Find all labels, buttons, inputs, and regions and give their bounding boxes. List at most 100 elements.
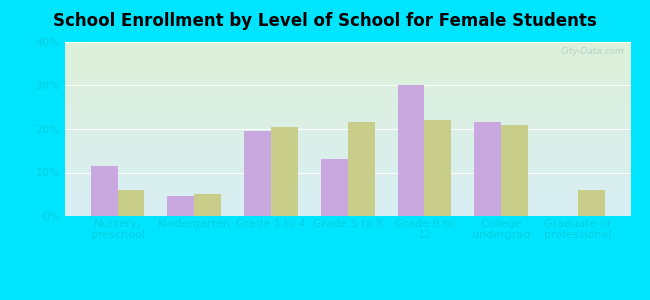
Bar [65,159,630,160]
Bar [65,204,630,206]
Bar [65,70,630,72]
Bar [65,164,630,166]
Bar [65,192,630,194]
Bar [65,138,630,140]
Bar [65,141,630,143]
Bar [474,122,501,216]
Bar [501,124,528,216]
Bar [398,85,424,216]
Bar [65,118,630,120]
Bar [65,98,630,99]
Bar [65,56,630,58]
Bar [65,66,630,68]
Bar [65,79,630,80]
Bar [65,73,630,75]
Bar [65,58,630,59]
Bar [65,176,630,178]
Bar [65,179,630,181]
Bar [65,82,630,84]
Bar [65,80,630,82]
Bar [194,194,221,216]
Bar [65,94,630,96]
Bar [244,131,271,216]
Bar [65,77,630,79]
Text: City-Data.com: City-Data.com [561,47,625,56]
Bar [65,115,630,117]
Bar [65,75,630,77]
Bar [168,196,194,216]
Bar [65,103,630,105]
Bar [65,162,630,164]
Bar [65,211,630,212]
Text: School Enrollment by Level of School for Female Students: School Enrollment by Level of School for… [53,12,597,30]
Bar [65,153,630,155]
Bar [65,47,630,49]
Bar [65,122,630,124]
Bar [65,113,630,115]
Bar [424,120,451,216]
Bar [65,61,630,63]
Bar [65,42,630,44]
Bar [65,49,630,51]
Bar [65,143,630,145]
Bar [65,106,630,108]
Bar [65,167,630,169]
Bar [65,108,630,110]
Bar [65,166,630,167]
Bar [65,152,630,153]
Bar [65,155,630,157]
Bar [65,112,630,113]
Bar [65,199,630,200]
Bar [65,51,630,52]
Bar [65,171,630,172]
Bar [65,44,630,46]
Bar [65,133,630,134]
Bar [271,127,298,216]
Bar [65,72,630,73]
Bar [65,87,630,89]
Bar [65,85,630,87]
Bar [65,202,630,204]
Bar [65,63,630,64]
Bar [65,125,630,127]
Bar [65,124,630,125]
Bar [65,140,630,141]
Bar [65,178,630,179]
Bar [65,99,630,101]
Bar [65,131,630,133]
Bar [65,146,630,148]
Bar [91,166,118,216]
Bar [65,110,630,112]
Bar [65,190,630,192]
Bar [65,136,630,138]
Bar [65,84,630,85]
Bar [65,214,630,216]
Bar [65,200,630,202]
Bar [65,59,630,61]
Bar [65,54,630,56]
Bar [65,127,630,129]
Bar [65,197,630,199]
Bar [578,190,604,216]
Bar [65,148,630,150]
Bar [65,46,630,47]
Bar [65,183,630,185]
Bar [65,169,630,171]
Bar [65,68,630,70]
Bar [65,145,630,146]
Bar [65,134,630,136]
Bar [65,96,630,98]
Bar [65,206,630,207]
Bar [65,181,630,183]
Bar [65,89,630,91]
Bar [65,150,630,152]
Bar [65,185,630,186]
Bar [65,117,630,118]
Bar [348,122,374,216]
Bar [65,194,630,195]
Bar [65,120,630,122]
Bar [118,190,144,216]
Bar [65,174,630,176]
Bar [65,129,630,131]
Bar [65,186,630,188]
